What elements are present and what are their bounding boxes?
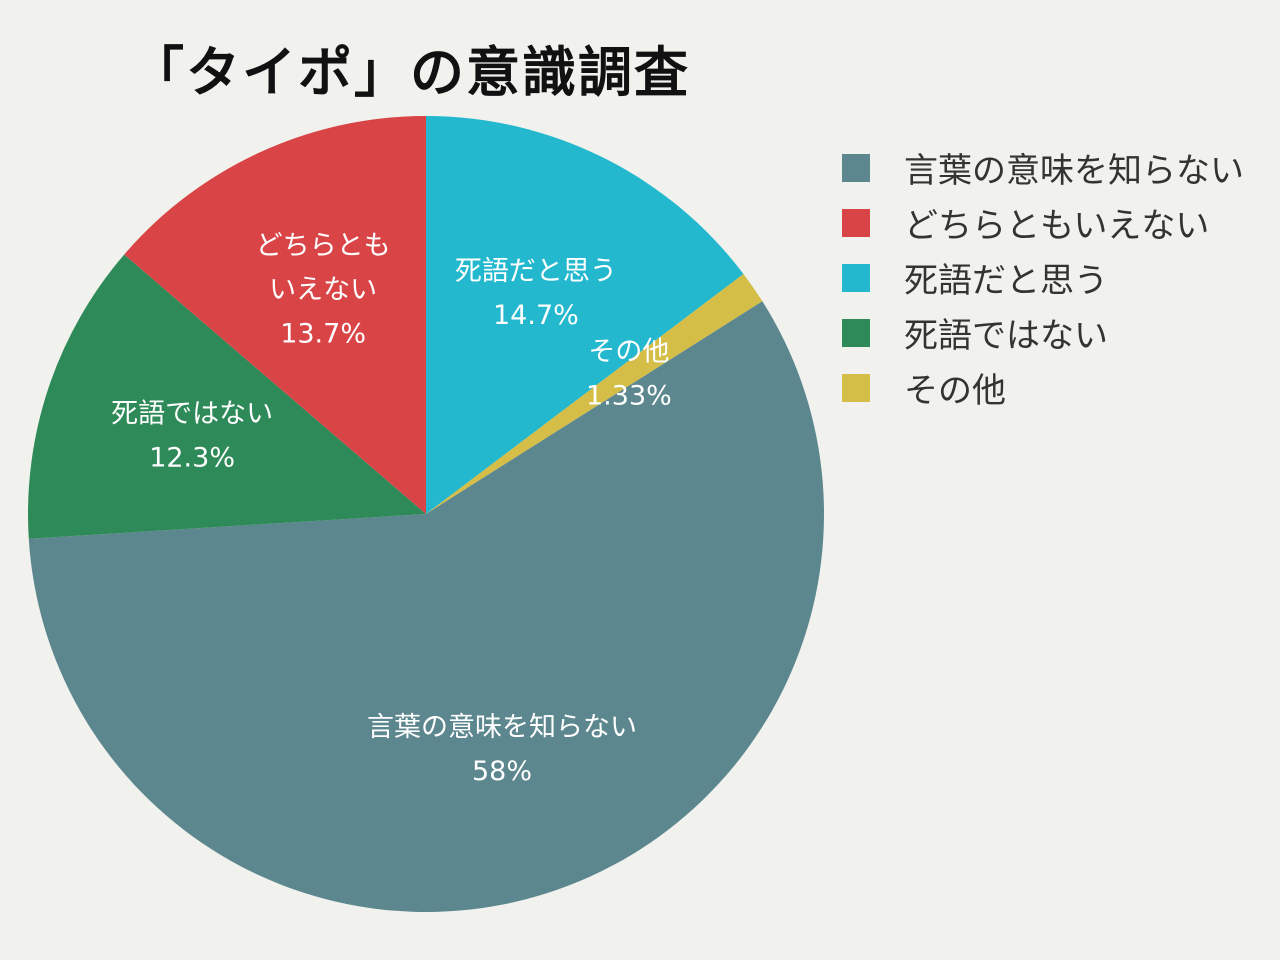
pie-slice-label: 死語ではない 12.3% xyxy=(111,399,273,474)
pie-slice-label-line: その他 xyxy=(588,337,669,368)
legend-label: どちらともいえない xyxy=(904,206,1210,246)
legend-item[interactable]: 死語ではない xyxy=(842,305,1244,360)
legend-label: 言葉の意味を知らない xyxy=(904,151,1244,191)
legend-swatch xyxy=(842,153,870,182)
pie-slice-label-line: 言葉の意味を知らない xyxy=(367,712,637,743)
pie-slice[interactable] xyxy=(28,301,824,912)
pie-slice[interactable] xyxy=(426,273,763,514)
legend-label: 死語ではない xyxy=(904,316,1108,356)
pie-slice[interactable] xyxy=(124,116,427,514)
pie-slice-labels: 死語だと思う 14.7% その他 1.33% 言葉の意味を知らない 58% 死語ではない 12… xyxy=(111,231,672,787)
legend-swatch xyxy=(842,208,870,237)
pie-slice-label-line: いえない xyxy=(269,275,377,306)
pie-slice-label: どちらともいえない 13.7% xyxy=(256,231,391,350)
legend-item[interactable]: その他 xyxy=(842,360,1244,415)
chart-title: 「タイポ」の意識調査 xyxy=(130,41,690,104)
chart-legend: 言葉の意味を知らない どちらともいえない 死語だと思う 死語ではない その他 xyxy=(842,140,1244,415)
pie-slice-label: 言葉の意味を知らない 58% xyxy=(367,712,637,787)
pie-slice-label-line: 12.3% xyxy=(149,443,235,474)
pie-slice[interactable] xyxy=(27,254,426,539)
pie-slice-label-line: 14.7% xyxy=(493,300,579,331)
pie-slice-label: 死語だと思う 14.7% xyxy=(455,256,617,331)
legend-item[interactable]: 言葉の意味を知らない xyxy=(842,140,1244,195)
pie-slice-label-line: 13.7% xyxy=(280,319,366,350)
pie-slice-label-line: 死語だと思う xyxy=(455,256,617,287)
pie-slice-label-line: 1.33% xyxy=(586,381,672,412)
legend-label: 死語だと思う xyxy=(904,261,1108,301)
pie-slice[interactable] xyxy=(426,116,744,514)
pie-slice-label: その他 1.33% xyxy=(586,337,672,412)
legend-swatch xyxy=(842,263,870,292)
pie-slice-label-line: どちらとも xyxy=(256,231,391,262)
pie-slice-label-line: 58% xyxy=(472,756,532,787)
legend-item[interactable]: どちらともいえない xyxy=(842,195,1244,250)
legend-label: その他 xyxy=(904,371,1006,411)
legend-item[interactable]: 死語だと思う xyxy=(842,250,1244,305)
pie-slice-label-line: 死語ではない xyxy=(111,399,273,430)
legend-swatch xyxy=(842,318,870,347)
legend-swatch xyxy=(842,373,870,402)
pie-slices xyxy=(27,116,824,912)
